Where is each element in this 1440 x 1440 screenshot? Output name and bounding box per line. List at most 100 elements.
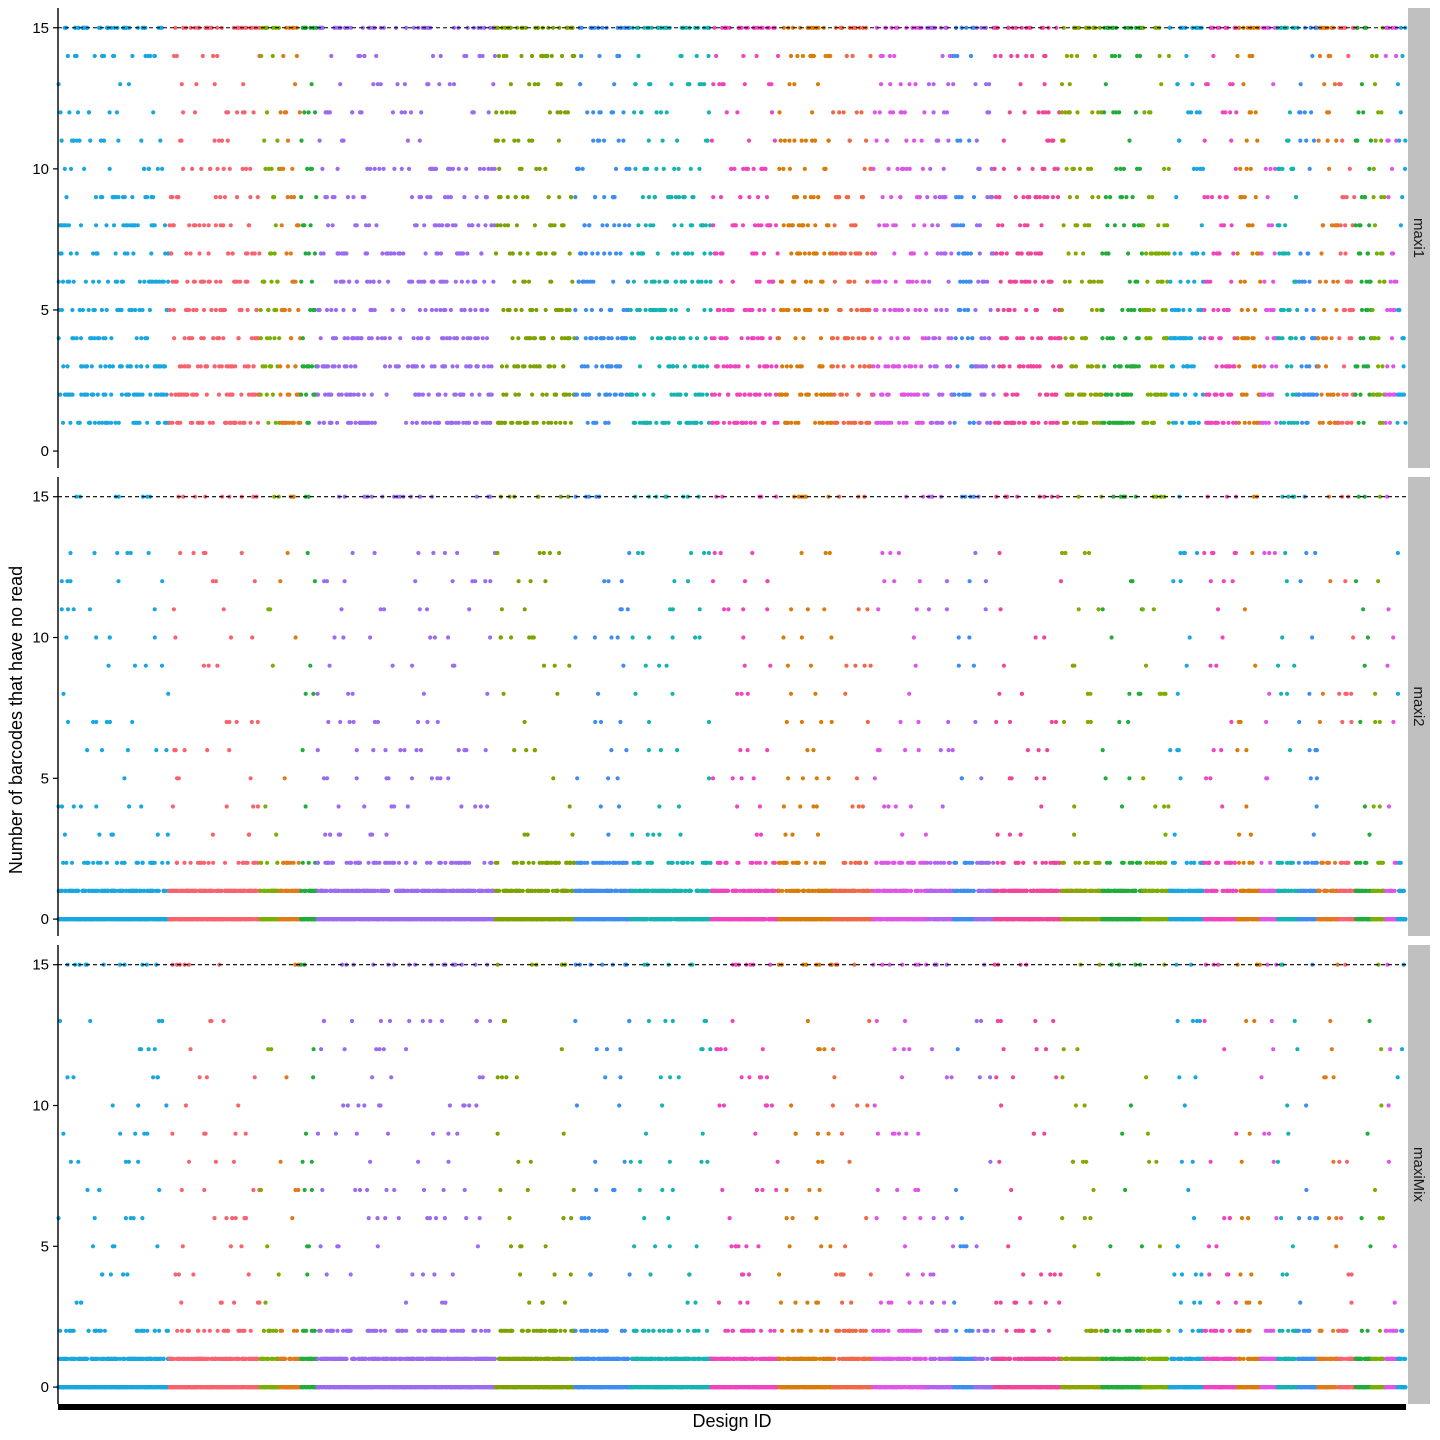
data-point [284, 110, 289, 115]
data-point [926, 82, 932, 87]
data-point [413, 579, 418, 584]
data-point [546, 420, 551, 425]
data-point [194, 392, 199, 397]
data-point [181, 25, 186, 30]
data-point [534, 364, 539, 369]
data-point [1307, 166, 1312, 171]
data-point [1059, 307, 1065, 313]
data-point [1253, 195, 1258, 200]
data-point [1398, 110, 1403, 115]
data-point [675, 138, 680, 143]
data-point [192, 110, 198, 115]
data-point [145, 195, 150, 200]
data-point [1385, 364, 1390, 369]
data-point [1257, 364, 1263, 369]
data-point [194, 82, 199, 87]
data-point [1301, 336, 1306, 341]
data-point [197, 420, 202, 425]
data-point [1004, 336, 1010, 341]
data-point [598, 307, 604, 313]
data-point [1355, 364, 1360, 369]
data-point [1016, 166, 1022, 171]
data-point [1372, 223, 1378, 228]
data-point [119, 392, 124, 397]
data-point [148, 392, 153, 397]
data-point [190, 166, 195, 171]
data-point [968, 53, 974, 59]
data-point [1328, 53, 1333, 59]
data-point [838, 307, 843, 313]
data-point [580, 392, 586, 397]
data-point [237, 420, 242, 425]
data-point [312, 251, 317, 256]
data-point [926, 336, 931, 341]
data-point [850, 53, 855, 59]
data-point [1101, 364, 1107, 369]
data-point [213, 223, 218, 228]
data-point [886, 364, 891, 369]
data-point [375, 82, 380, 87]
data-point [754, 392, 759, 397]
data-point [386, 279, 391, 284]
data-point [182, 748, 187, 753]
data-point [714, 251, 719, 256]
data-point [903, 364, 908, 369]
data-point [532, 336, 538, 341]
data-point [621, 138, 626, 143]
data-point [146, 166, 151, 171]
data-point [518, 251, 523, 256]
data-point [101, 53, 107, 59]
data-point [440, 223, 445, 228]
data-point [977, 420, 982, 425]
data-point [430, 53, 436, 59]
data-point [1302, 110, 1307, 115]
data-point [658, 110, 664, 115]
data-point [1334, 138, 1339, 143]
data-point [1298, 138, 1303, 143]
data-point [673, 279, 679, 284]
data-point [242, 420, 247, 425]
data-point [760, 25, 765, 30]
data-point [253, 392, 258, 397]
data-point [544, 53, 550, 59]
data-point [450, 420, 455, 425]
data-point [1320, 223, 1325, 228]
data-point [600, 25, 605, 30]
data-point [626, 279, 631, 284]
data-point [1157, 53, 1162, 59]
data-point [222, 860, 228, 865]
data-point [787, 138, 792, 143]
data-point [140, 392, 145, 397]
data-point [166, 691, 171, 696]
data-point [335, 166, 340, 171]
data-point [499, 110, 505, 115]
data-point [1115, 392, 1120, 397]
data-point [165, 860, 170, 865]
data-point [832, 392, 837, 397]
data-point [77, 138, 82, 143]
data-point [813, 138, 818, 143]
data-point [1130, 420, 1135, 425]
data-point [480, 307, 485, 313]
data-point [245, 251, 250, 256]
data-point [1006, 25, 1011, 30]
data-point [757, 392, 762, 397]
data-point [221, 166, 226, 171]
data-point [559, 53, 565, 59]
data-point [1152, 364, 1158, 369]
data-point [327, 663, 332, 668]
data-point [936, 138, 941, 143]
data-point [167, 307, 172, 313]
data-point [1262, 279, 1267, 284]
data-point [1259, 251, 1264, 256]
data-point [1069, 53, 1074, 59]
data-point [705, 138, 710, 143]
data-point [1120, 307, 1125, 313]
data-point [721, 307, 727, 313]
data-point [1353, 392, 1358, 397]
data-point [925, 392, 930, 397]
data-point [949, 336, 954, 341]
data-point [1090, 110, 1095, 115]
data-point [125, 748, 130, 753]
data-point [655, 25, 660, 30]
